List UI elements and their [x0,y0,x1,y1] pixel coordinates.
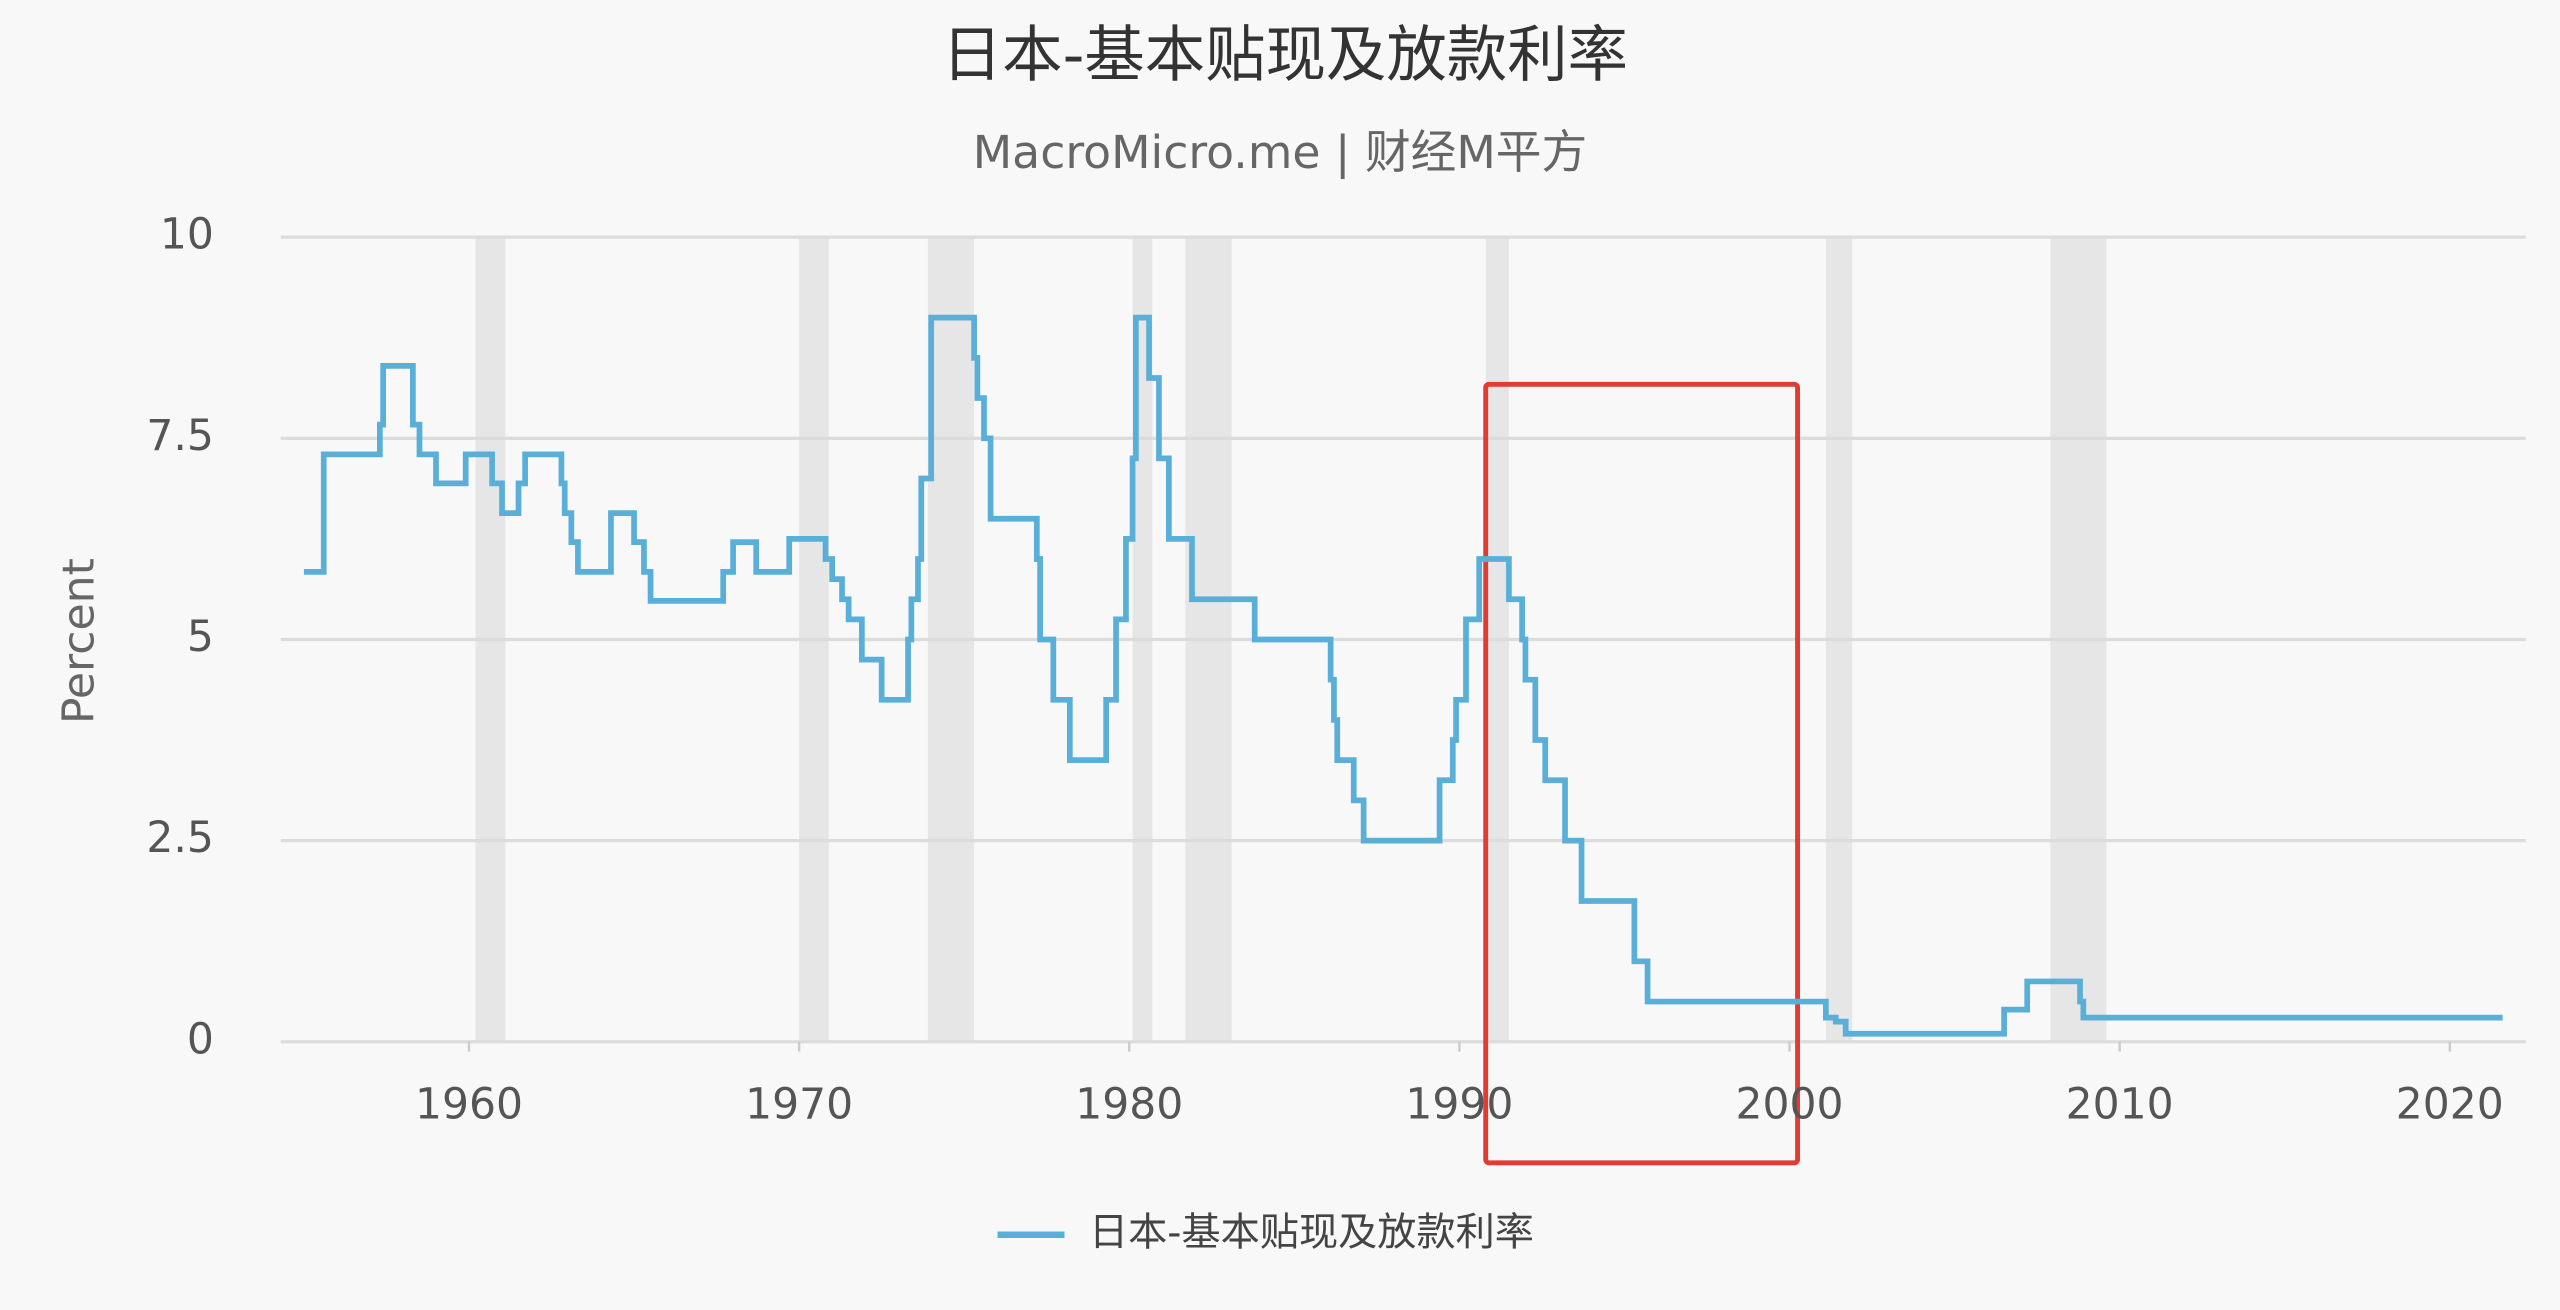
rate-line [303,314,2503,1037]
x-tick-label: 1980 [1075,1081,1183,1130]
y-tick-label: 5 [187,613,214,662]
x-tick-label: 2000 [1736,1081,1844,1130]
y-tick-label: 2.5 [146,814,213,863]
highlight-box [1483,381,1800,1166]
y-tick-label: 7.5 [146,412,213,461]
y-tick-label: 0 [187,1015,214,1064]
chart-title: 日本-基本贴现及放款利率 [942,20,1628,90]
chart-subtitle: MacroMicro.me | 财经M平方 [973,126,1587,180]
y-axis-label: Percent [54,558,105,724]
y-tick-label: 10 [160,211,214,260]
legend-label: 日本-基本贴现及放款利率 [1089,1210,1534,1255]
x-tick-label: 1970 [745,1081,853,1130]
x-tick-label: 2020 [2396,1081,2504,1130]
x-tick-label: 1960 [415,1081,523,1130]
x-tick-label: 2010 [2066,1081,2174,1130]
x-tick-label: 1990 [1405,1081,1513,1130]
